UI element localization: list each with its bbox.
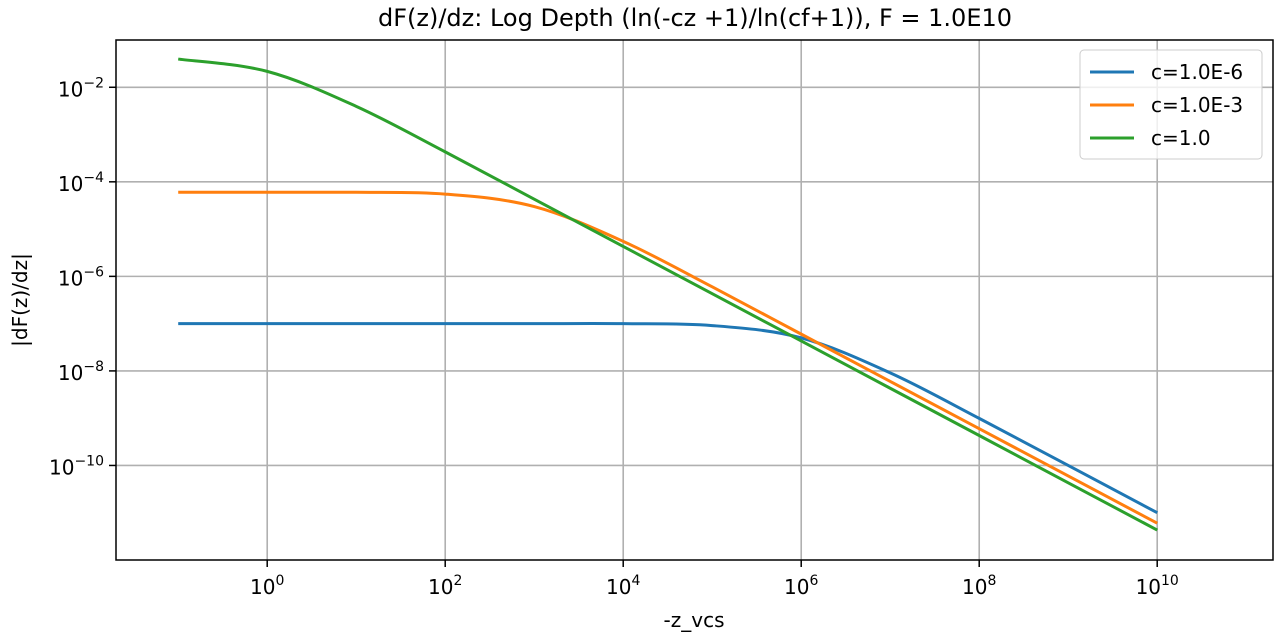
series-line-2 — [178, 190, 1158, 525]
legend: c=1.0E-6 c=1.0E-3 c=1.0 — [1079, 49, 1263, 160]
x-tick-label: 108 — [962, 573, 996, 599]
plot-frame — [115, 39, 1274, 561]
y-axis-label: |dF(z)/dz| — [8, 253, 32, 347]
x-tick-label: 106 — [784, 573, 818, 599]
legend-label-2: c=1.0E-3 — [1151, 93, 1243, 117]
legend-box — [1079, 49, 1263, 160]
y-tick-label: 10−4 — [58, 170, 104, 196]
series-line-1 — [178, 321, 1158, 515]
y-tick-label: 10−10 — [49, 453, 104, 479]
series-line-3 — [178, 57, 1158, 532]
y-tick-label: 10−2 — [58, 75, 104, 101]
y-tick-label: 10−8 — [58, 359, 104, 385]
legend-label-1: c=1.0E-6 — [1151, 60, 1243, 84]
axis-ticks: 100 102 104 106 108 1010 10−2 10−4 10−6 10−8 10−10 — [49, 75, 1179, 599]
y-tick-label: 10−6 — [58, 264, 104, 290]
x-axis-label: -z_vcs — [664, 608, 725, 632]
series-lines — [178, 57, 1158, 532]
chart-title: dF(z)/dz: Log Depth (ln(-cz +1)/ln(cf+1)… — [378, 4, 1012, 32]
x-tick-label: 100 — [250, 573, 284, 599]
x-tick-label: 1010 — [1136, 573, 1179, 599]
x-tick-label: 102 — [428, 573, 462, 599]
legend-label-3: c=1.0 — [1151, 126, 1211, 150]
x-tick-label: 104 — [606, 573, 640, 599]
